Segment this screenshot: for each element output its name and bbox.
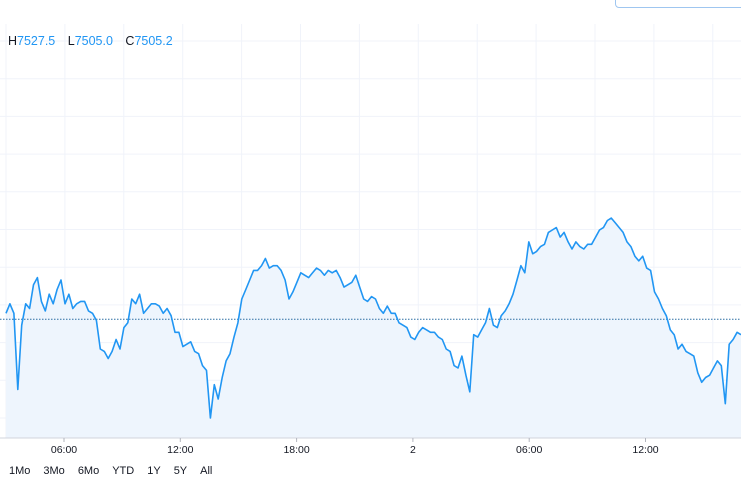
low-value: 7505.0: [74, 34, 113, 48]
close-value: 7505.2: [134, 34, 173, 48]
x-tick-label: 12:00: [167, 444, 193, 456]
x-tick-label: 06:00: [51, 444, 77, 456]
range-1y-button[interactable]: 1Y: [147, 465, 161, 477]
range-all-button[interactable]: All: [200, 465, 213, 477]
ohlc-legend: H7527.5 L7505.0 C7505.2: [8, 34, 182, 48]
x-tick-label: 06:00: [516, 444, 542, 456]
price-area-fill: [6, 218, 741, 438]
low-label: L: [67, 34, 75, 48]
x-tick-label: 18:00: [283, 444, 309, 456]
x-axis: 06:00 12:00 18:00 2 06:00 12:00: [0, 437, 741, 456]
close-label: C: [125, 34, 135, 48]
range-1mo-button[interactable]: 1Mo: [9, 465, 31, 477]
x-tick-label: 12:00: [632, 444, 658, 456]
x-tick-label: 2: [410, 444, 416, 456]
price-line: [5, 217, 741, 419]
symbol-search-box[interactable]: [615, 0, 741, 8]
range-ytd-button[interactable]: YTD: [112, 465, 135, 477]
range-5y-button[interactable]: 5Y: [173, 465, 188, 477]
range-6mo-button[interactable]: 6Mo: [77, 465, 100, 477]
range-selector: 1Mo 3Mo 6Mo YTD 1Y 5Y All: [0, 458, 216, 484]
high-value: 7527.5: [17, 34, 56, 48]
range-3mo-button[interactable]: 3Mo: [43, 465, 65, 477]
high-label: H: [8, 34, 18, 48]
